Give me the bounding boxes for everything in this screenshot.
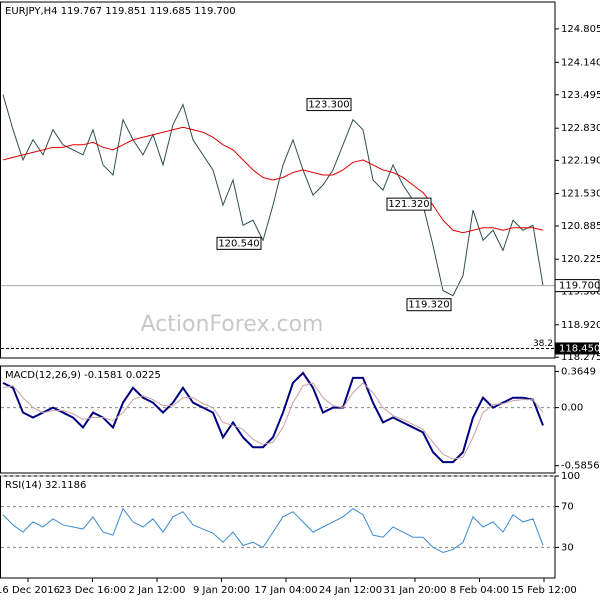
y-tick-label: 120.885 — [561, 221, 600, 232]
annotation-label: 121.320 — [388, 199, 429, 210]
y-tick-label: 124.805 — [561, 24, 600, 35]
x-tick-label: 31 Jan 20:00 — [383, 585, 446, 596]
fib-box — [555, 342, 599, 355]
y-tick-label: 120.225 — [561, 254, 600, 265]
x-tick-label: 16 Dec 2016 — [0, 585, 60, 596]
y-tick-label: 119.580 — [561, 287, 600, 298]
series-line — [2, 382, 544, 460]
panel-frame — [0, 475, 556, 579]
fib-label: 118.450 — [559, 343, 600, 354]
y-tick-label: 0.00 — [561, 403, 583, 414]
y-tick-label: -0.5856 — [561, 461, 600, 472]
y-tick-label: 122.830 — [561, 123, 600, 134]
y-tick-label: 100 — [561, 471, 580, 482]
x-tick-label: 8 Feb 04:00 — [450, 585, 509, 596]
annotation-box — [406, 298, 452, 312]
x-tick-label: 23 Dec 16:00 — [59, 585, 126, 596]
series-line — [2, 126, 544, 234]
panel-title: MACD(12,26,9) -0.1581 0.0225 — [5, 370, 161, 381]
y-tick-label: 123.495 — [561, 90, 600, 101]
panel-title: RSI(14) 32.1186 — [5, 480, 86, 491]
annotation-label: 119.320 — [408, 300, 449, 311]
y-tick-label: 118.920 — [561, 320, 600, 331]
series-line — [2, 507, 544, 554]
y-tick-label: 118.275 — [561, 352, 600, 363]
y-tick-label: 0.3649 — [561, 366, 596, 377]
y-tick-label: 124.140 — [561, 57, 600, 68]
x-tick-label: 15 Feb 12:00 — [511, 585, 577, 596]
x-tick-label: 2 Jan 12:00 — [129, 585, 186, 596]
fib-ratio: 38.2 — [533, 339, 553, 349]
y-tick-label: 121.530 — [561, 189, 600, 200]
price-label: 119.700 — [559, 281, 600, 292]
panel-frame — [0, 1, 556, 359]
watermark: ActionForex.com — [141, 312, 324, 337]
x-tick-label: 17 Jan 04:00 — [254, 585, 317, 596]
annotation-label: 123.300 — [308, 100, 349, 111]
annotation-box — [386, 197, 432, 211]
annotation-label: 120.540 — [218, 238, 259, 249]
y-tick-label: 70 — [561, 502, 574, 513]
panel-frame — [0, 365, 556, 474]
x-tick-label: 24 Jan 12:00 — [319, 585, 382, 596]
x-tick-label: 9 Jan 20:00 — [193, 585, 250, 596]
panel-title: EURJPY,H4 119.767 119.851 119.685 119.70… — [5, 6, 236, 17]
series-line — [2, 94, 544, 297]
price-box — [554, 279, 600, 293]
series-line — [2, 371, 544, 464]
annotation-box — [216, 236, 262, 250]
annotation-box — [306, 98, 352, 112]
y-tick-label: 30 — [561, 542, 574, 553]
y-tick-label: 122.190 — [561, 155, 600, 166]
